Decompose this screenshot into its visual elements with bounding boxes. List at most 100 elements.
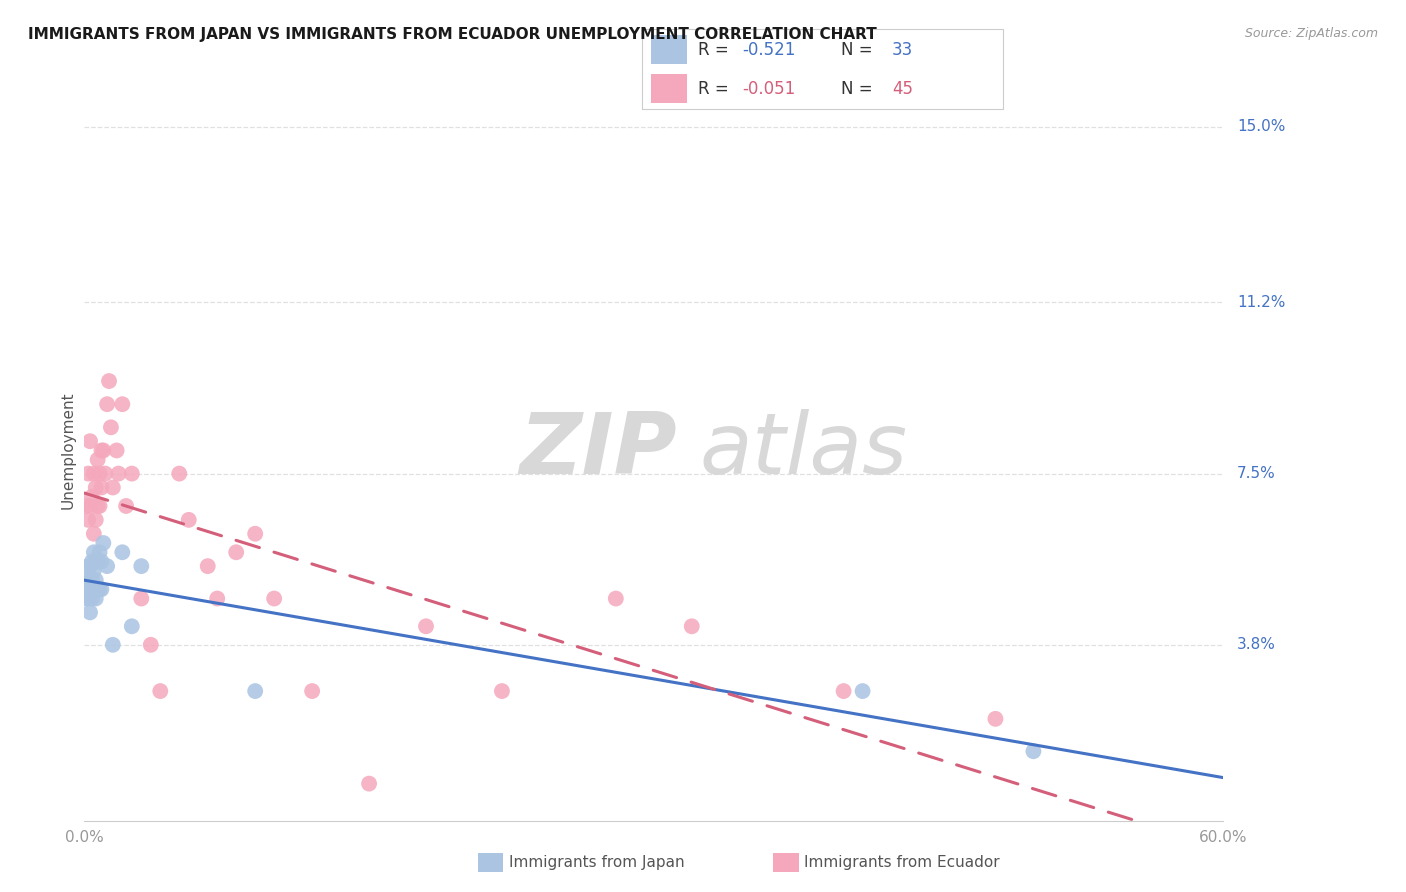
Point: [83, 526, 105, 541]
Text: N =: N =: [841, 79, 877, 97]
Point: [83, 467, 105, 481]
Point: [86, 582, 108, 597]
Point: [415, 619, 437, 633]
Point: [852, 684, 875, 698]
FancyBboxPatch shape: [651, 35, 688, 64]
Point: [77, 573, 100, 587]
Point: [77, 513, 100, 527]
Point: [93, 536, 115, 550]
Point: [77, 559, 100, 574]
Point: [79, 559, 101, 574]
Point: [1022, 744, 1045, 758]
Point: [101, 481, 124, 495]
Text: -0.051: -0.051: [742, 79, 796, 97]
Point: [80, 490, 103, 504]
Point: [100, 420, 122, 434]
Point: [80, 573, 103, 587]
Point: [111, 397, 134, 411]
Point: [77, 591, 100, 606]
Point: [115, 499, 138, 513]
Point: [681, 619, 703, 633]
Point: [149, 684, 172, 698]
Text: R =: R =: [699, 79, 734, 97]
Point: [89, 499, 111, 513]
Text: 45: 45: [891, 79, 912, 97]
Point: [96, 559, 118, 574]
Point: [491, 684, 513, 698]
Point: [121, 467, 143, 481]
Point: [832, 684, 855, 698]
Point: [83, 545, 105, 559]
Text: R =: R =: [699, 41, 734, 59]
Point: [107, 467, 129, 481]
Point: [207, 591, 229, 606]
Point: [169, 467, 191, 481]
Text: -0.521: -0.521: [742, 41, 796, 59]
Point: [131, 591, 153, 606]
Point: [301, 684, 323, 698]
Y-axis label: Unemployment: Unemployment: [60, 392, 76, 509]
Point: [75, 591, 97, 606]
Point: [105, 443, 128, 458]
Point: [197, 559, 219, 574]
Point: [131, 559, 153, 574]
Text: IMMIGRANTS FROM JAPAN VS IMMIGRANTS FROM ECUADOR UNEMPLOYMENT CORRELATION CHART: IMMIGRANTS FROM JAPAN VS IMMIGRANTS FROM…: [28, 27, 877, 42]
Point: [84, 513, 107, 527]
Point: [90, 481, 112, 495]
Point: [80, 554, 103, 569]
Text: Source: ZipAtlas.com: Source: ZipAtlas.com: [1244, 27, 1378, 40]
Text: 3.8%: 3.8%: [1237, 637, 1277, 652]
Text: N =: N =: [841, 41, 877, 59]
Point: [77, 467, 100, 481]
FancyBboxPatch shape: [651, 74, 688, 103]
Text: Immigrants from Japan: Immigrants from Japan: [509, 855, 685, 870]
Point: [86, 554, 108, 569]
Point: [89, 582, 111, 597]
Point: [84, 554, 107, 569]
Point: [984, 712, 1007, 726]
Point: [84, 573, 107, 587]
Point: [86, 499, 108, 513]
Point: [86, 452, 108, 467]
Point: [80, 591, 103, 606]
Point: [89, 545, 111, 559]
Point: [96, 397, 118, 411]
Point: [111, 545, 134, 559]
Point: [84, 591, 107, 606]
Point: [98, 374, 121, 388]
Point: [90, 443, 112, 458]
Point: [79, 499, 101, 513]
Point: [89, 467, 111, 481]
Point: [359, 776, 381, 791]
Point: [93, 443, 115, 458]
Point: [177, 513, 200, 527]
FancyBboxPatch shape: [641, 29, 1004, 109]
Point: [245, 526, 267, 541]
Point: [75, 499, 97, 513]
Text: 7.5%: 7.5%: [1237, 467, 1275, 481]
Point: [79, 582, 101, 597]
Point: [79, 434, 101, 449]
Point: [225, 545, 247, 559]
Point: [94, 467, 117, 481]
Point: [90, 582, 112, 597]
Point: [245, 684, 267, 698]
Point: [75, 573, 97, 587]
Point: [79, 606, 101, 620]
Point: [75, 582, 97, 597]
Point: [83, 582, 105, 597]
Point: [84, 481, 107, 495]
Text: Immigrants from Ecuador: Immigrants from Ecuador: [804, 855, 1000, 870]
Point: [605, 591, 627, 606]
Point: [121, 619, 143, 633]
Point: [90, 554, 112, 569]
Text: 15.0%: 15.0%: [1237, 119, 1285, 134]
Text: 11.2%: 11.2%: [1237, 295, 1285, 310]
Point: [101, 638, 124, 652]
Text: atlas: atlas: [699, 409, 907, 492]
Point: [83, 564, 105, 578]
Text: ZIP: ZIP: [519, 409, 676, 492]
Text: 33: 33: [891, 41, 914, 59]
Point: [139, 638, 162, 652]
Point: [263, 591, 285, 606]
